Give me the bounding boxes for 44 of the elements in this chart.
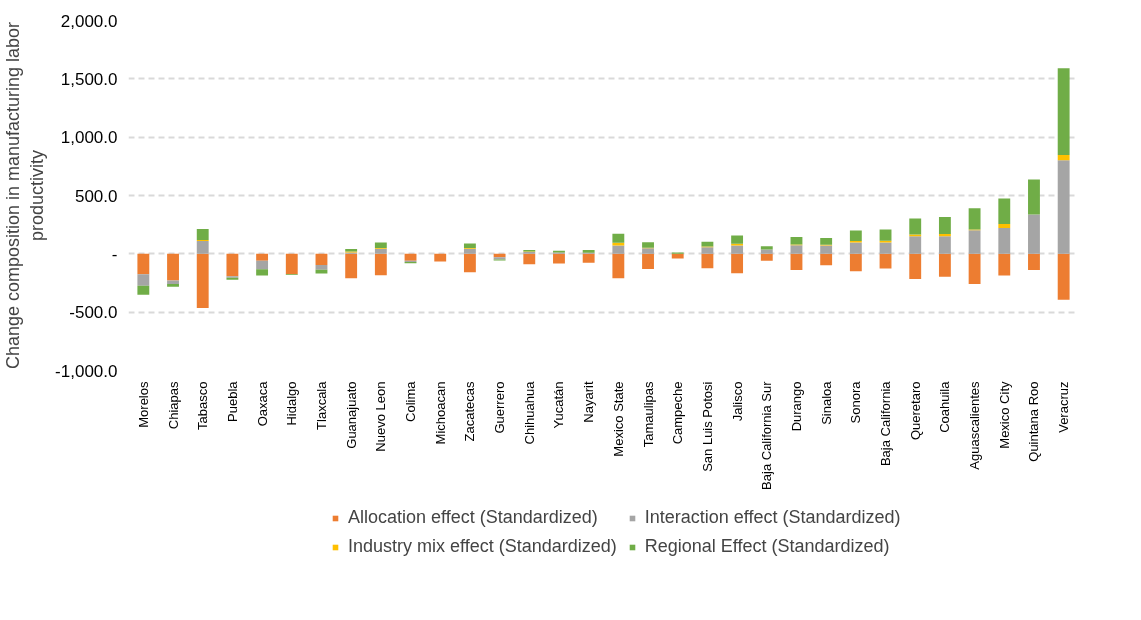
x-tick-label: Durango <box>788 381 804 432</box>
y-tick-label: 2,000.0 <box>60 11 118 31</box>
y-axis-title: Change composition in manufacturing labor productivity <box>3 21 48 370</box>
x-tick-label: Puebla <box>224 380 240 422</box>
x-tick-label: Tamaulipas <box>640 381 656 448</box>
x-tick-label: Michoacan <box>432 381 448 445</box>
legend-label: Interaction effect (Standardized) <box>644 507 901 528</box>
x-tick-label: Tabasco <box>195 381 211 430</box>
x-tick-label: Guerrero <box>492 381 508 434</box>
legend-label: Industry mix effect (Standardized) <box>348 536 617 557</box>
x-tick-label: Chihuahua <box>521 380 537 445</box>
y-tick-label: - <box>111 244 118 264</box>
x-tick-label: Queretaro <box>907 381 923 441</box>
x-tick-label: Guanajuato <box>343 381 359 449</box>
x-tick-label: Quintana Roo <box>1026 381 1042 462</box>
x-tick-label: Zacatecas <box>462 381 478 442</box>
x-tick-label: Coahuila <box>937 380 953 433</box>
x-tick-label: Nayarit <box>581 381 597 423</box>
x-tick-label: Mexico State <box>610 381 626 457</box>
x-tick-label: Chiapas <box>165 381 181 430</box>
x-tick-label: San Luis Potosi <box>699 381 715 472</box>
x-tick-label: Colima <box>403 380 419 422</box>
x-tick-label: Baja California <box>878 380 894 467</box>
y-tick-label: 1,500.0 <box>60 69 118 89</box>
x-tick-label: Jalisco <box>729 381 745 422</box>
legend-label: Allocation effect (Standardized) <box>348 507 598 528</box>
legend-label: Regional Effect (Standardized) <box>644 536 890 557</box>
x-tick-label: Mexico City <box>996 381 1012 449</box>
x-tick-label: Veracruz <box>1056 381 1072 433</box>
x-tick-label: Oaxaca <box>254 380 270 427</box>
x-tick-label: Morelos <box>135 381 151 428</box>
x-tick-label: Nuevo Leon <box>373 381 389 452</box>
x-tick-label: Sinaloa <box>818 380 834 425</box>
x-tick-label: Yucatán <box>551 381 567 429</box>
y-tick-label: 1,000.0 <box>60 128 118 148</box>
x-tick-label: Baja California Sur <box>759 380 775 490</box>
x-tick-label: Aguascalientes <box>967 381 983 470</box>
y-tick-label: -500.0 <box>69 303 118 323</box>
x-tick-label: Campeche <box>670 381 686 445</box>
x-tick-label: Hidalgo <box>284 381 300 426</box>
x-tick-label: Tlaxcala <box>313 380 329 430</box>
y-tick-label: 500.0 <box>74 186 118 206</box>
y-tick-label: -1,000.0 <box>55 361 118 381</box>
x-tick-label: Sonora <box>848 380 864 424</box>
